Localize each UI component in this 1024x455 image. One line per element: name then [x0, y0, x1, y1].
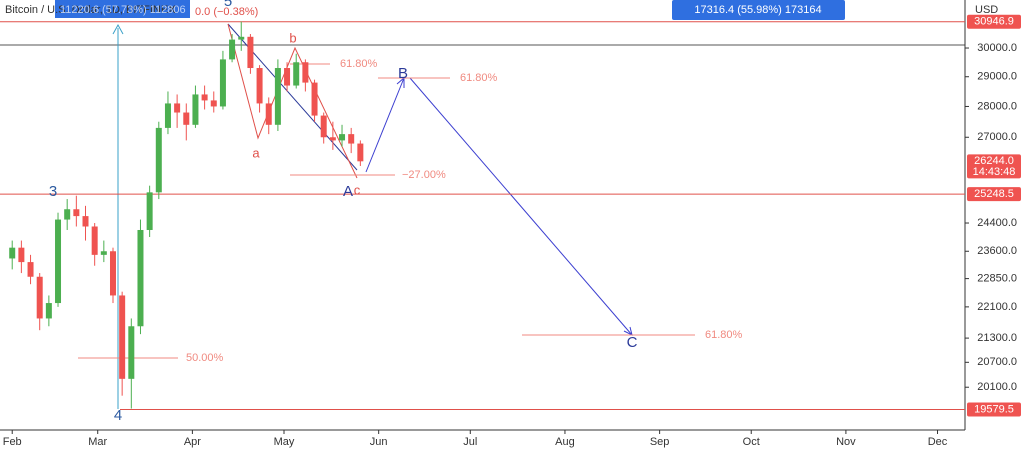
price-tag-label: 25248.5 — [974, 188, 1014, 200]
candle-body — [55, 219, 62, 304]
candle-body — [192, 94, 199, 125]
price-tag-label: 26244.0 — [974, 155, 1014, 167]
annotation: 5 — [224, 0, 232, 10]
price-tag-label: 30946.9 — [974, 16, 1014, 28]
candle-body — [27, 262, 34, 277]
y-tick-label: 20700.0 — [977, 356, 1017, 368]
candle-body — [329, 137, 336, 141]
x-tick-label: Jun — [370, 436, 388, 448]
candle-body — [146, 192, 153, 230]
candle-body — [293, 62, 300, 86]
wave-zigzag — [227, 23, 358, 179]
y-tick-label: 22100.0 — [977, 301, 1017, 313]
x-tick-label: Dec — [928, 436, 948, 448]
annotation: 61.80% — [340, 58, 378, 70]
candle-body — [100, 251, 107, 255]
projection-a-b — [365, 77, 405, 173]
measure-arrow-head — [112, 23, 124, 35]
countdown: 14:43:48 — [973, 166, 1016, 178]
candle-body — [247, 36, 254, 69]
y-tick-label: 30000.0 — [977, 42, 1017, 54]
price-tag — [967, 187, 1021, 202]
candle-body — [174, 103, 181, 113]
y-tick-label: 27000.0 — [977, 131, 1017, 143]
candle-body — [339, 134, 346, 141]
x-tick-label: May — [274, 436, 295, 448]
symbol-title: Bitcoin / U.S. Dollar, 1D, BITFINEX — [5, 4, 176, 16]
candle-body — [64, 209, 71, 220]
x-tick-label: Mar — [88, 436, 107, 448]
candle-body — [265, 103, 272, 125]
y-tick-label: 24400.0 — [977, 217, 1017, 229]
annotation: −27.00% — [402, 169, 446, 181]
candle-body — [137, 229, 144, 327]
measure-text: 17316.4 (55.98%) 173164 — [694, 4, 821, 16]
candle-body — [73, 209, 80, 217]
candle-body — [357, 143, 364, 162]
candle-body — [45, 303, 52, 319]
price-tag — [967, 402, 1021, 417]
candle-body — [311, 82, 318, 116]
candle-body — [128, 326, 135, 379]
annotation: C — [627, 334, 638, 351]
y-tick-label: 21300.0 — [977, 332, 1017, 344]
annotation: b — [289, 30, 296, 45]
candle-body — [155, 127, 162, 193]
annotation: A — [343, 183, 353, 200]
candle-body — [238, 36, 245, 40]
x-tick-label: Jul — [463, 436, 477, 448]
projection-b-c — [409, 77, 633, 336]
x-tick-label: Aug — [555, 436, 575, 448]
currency: USD — [975, 4, 998, 16]
x-tick-label: Feb — [3, 436, 22, 448]
annotation: 50.00% — [186, 352, 224, 364]
candle-body — [183, 112, 190, 125]
candle-body — [256, 68, 263, 104]
candle-body — [302, 62, 309, 83]
x-tick-label: Nov — [836, 436, 856, 448]
annotation: a — [252, 145, 260, 160]
candle-body — [109, 251, 116, 296]
candle-body — [229, 39, 236, 60]
candle-body — [9, 247, 16, 259]
fib-lines — [78, 63, 695, 359]
y-tick-label: 28000.0 — [977, 100, 1017, 112]
annotation: 4 — [114, 407, 122, 424]
price-tag-label: 19579.5 — [974, 403, 1014, 415]
candle-body — [274, 68, 281, 125]
candle-body — [320, 115, 327, 138]
x-tick-label: Apr — [184, 436, 201, 448]
y-tick-label: 22850.0 — [977, 273, 1017, 285]
candle-body — [82, 216, 89, 227]
price-tag — [967, 14, 1021, 29]
measure-box — [672, 0, 845, 20]
candle-body — [219, 59, 226, 107]
change-text: 0.0 (−0.38%) — [195, 6, 258, 18]
y-tick-label: 29000.0 — [977, 71, 1017, 83]
candle-body — [164, 103, 171, 128]
candle-body — [284, 68, 291, 86]
candle-body — [18, 247, 25, 263]
annotation: 61.80% — [705, 329, 743, 341]
annotation: B — [398, 65, 408, 82]
price-tag — [967, 154, 1021, 179]
candle-body — [36, 276, 43, 319]
x-tick-label: Sep — [650, 436, 670, 448]
measure-box — [55, 0, 190, 18]
candle-body — [348, 134, 355, 144]
y-tick-label: 20100.0 — [977, 381, 1017, 393]
x-tick-label: Oct — [743, 436, 760, 448]
candle-body — [119, 295, 126, 379]
y-tick-label: 23600.0 — [977, 245, 1017, 257]
candle-body — [91, 226, 98, 255]
annotation: 61.80% — [460, 72, 498, 84]
candle-body — [210, 100, 217, 107]
candle-body — [201, 94, 208, 101]
annotation: 3 — [49, 183, 57, 200]
measure-text: 11220.6 (57.73%) 112806 — [60, 4, 186, 16]
annotation: c — [354, 182, 361, 197]
